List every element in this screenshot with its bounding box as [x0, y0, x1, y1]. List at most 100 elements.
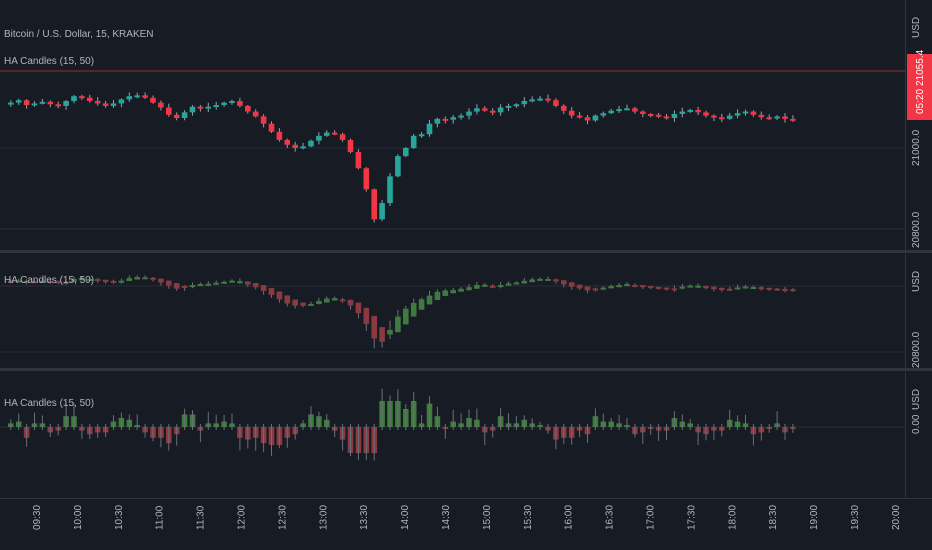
bear-candle: [482, 108, 488, 111]
bull-candle: [450, 117, 456, 120]
pane3-indicator-label[interactable]: HA Candles (15, 50): [4, 398, 94, 409]
pane-separator-2[interactable]: [0, 368, 932, 371]
last-price-value: 21055.4: [915, 49, 926, 86]
pane-separator-1[interactable]: [0, 250, 932, 253]
ha-bear-candle: [632, 285, 638, 288]
bear-candle: [371, 189, 377, 220]
ha-bull-candle: [742, 286, 749, 289]
ha-bear-candle: [371, 315, 377, 339]
ha-bull-candle: [142, 277, 148, 280]
bear-candle: [719, 117, 725, 120]
ha-bear-candle: [166, 280, 172, 286]
ha-bear-candle: [347, 299, 354, 306]
ha-bull-candle: [87, 278, 93, 281]
ha-bull-candle: [71, 278, 77, 282]
ha-bear-candle: [655, 286, 662, 289]
time-tick-label: 09:30: [32, 505, 43, 530]
pane1-indicator-label[interactable]: HA Candles (15, 50): [4, 56, 94, 67]
ha-bear-candle: [276, 291, 283, 300]
bear-candle: [260, 116, 267, 124]
ha-bear-candle: [726, 288, 733, 291]
bull-candle: [308, 140, 314, 147]
countdown-value: 05:20: [915, 89, 926, 114]
ha-bull-candle: [213, 282, 219, 285]
bear-candle: [55, 104, 61, 107]
bull-candle: [592, 115, 599, 121]
ha-bull-candle: [474, 284, 480, 289]
ha-bull-candle: [410, 302, 417, 317]
price-tick-20800: 20800.0: [911, 211, 922, 248]
time-tick-label: 18:30: [768, 505, 779, 530]
pane2-indicator-label[interactable]: HA Candles (15, 50): [4, 275, 94, 286]
ha-bull-candle: [237, 281, 243, 284]
bear-candle: [292, 144, 298, 148]
bull-candle: [221, 102, 227, 106]
ha-bear-candle: [268, 288, 275, 295]
time-tick-label: 12:00: [237, 505, 248, 530]
bear-candle: [568, 110, 575, 116]
ha-bear-candle: [766, 287, 772, 290]
bear-candle: [782, 116, 788, 119]
bull-candle: [521, 101, 528, 105]
bear-candle: [339, 134, 346, 140]
symbol-title[interactable]: Bitcoin / U.S. Dollar, 15, KRAKEN: [4, 29, 154, 40]
ha-bull-candle: [497, 285, 504, 288]
ha-bull-candle: [734, 287, 741, 290]
ha-bull-candle: [458, 288, 464, 292]
bull-candle: [774, 116, 780, 119]
bull-candle: [31, 103, 38, 106]
bear-candle: [750, 111, 757, 115]
ha-bear-candle: [181, 285, 188, 289]
ha-bear-candle: [711, 286, 717, 290]
bull-candle: [8, 102, 14, 105]
ha-bull-candle: [403, 308, 409, 325]
ha-bear-candle: [489, 285, 496, 288]
ha-bear-candle: [31, 281, 38, 284]
bear-candle: [632, 108, 638, 112]
time-tick-label: 12:30: [277, 505, 288, 530]
bull-candle: [616, 109, 622, 112]
ha-bear-candle: [23, 280, 30, 283]
ha-bull-candle: [679, 286, 686, 289]
ha-bull-candle: [134, 277, 140, 280]
bear-candle: [166, 107, 172, 115]
ha-bear-candle: [158, 278, 164, 283]
price-axis[interactable]: USD 21055.4 05:20 21000.0 20800.0 USD 20…: [907, 17, 932, 434]
ha-bear-candle: [640, 285, 646, 288]
ha-bull-candle: [308, 303, 314, 306]
ha-bear-candle: [553, 279, 559, 282]
price-axis-currency: USD: [911, 17, 922, 38]
time-axis-border: [0, 498, 932, 499]
ha-bull-candle: [434, 291, 441, 301]
bull-candle: [529, 99, 535, 102]
ha-bear-candle: [568, 282, 575, 287]
pane3-axis-tick: 0.00: [911, 414, 922, 434]
bull-candle: [205, 106, 212, 109]
time-tick-label: 17:30: [686, 505, 697, 530]
bear-candle: [158, 102, 164, 108]
bull-candle: [742, 111, 749, 114]
ha-bull-candle: [624, 284, 630, 287]
time-tick-label: 13:00: [318, 505, 329, 530]
ha-bull-candle: [126, 278, 133, 282]
bear-candle: [640, 111, 646, 114]
time-axis[interactable]: 09:30 10:00 10:30 11:00 11:30 12:00 12:30 13:00…: [32, 505, 932, 530]
ha-bull-candle: [442, 290, 449, 296]
ha-bear-candle: [782, 288, 788, 291]
bull-candle: [39, 101, 46, 104]
bull-candle: [324, 132, 330, 136]
bull-candle: [466, 111, 472, 116]
bull-candle: [229, 101, 235, 104]
ha-bull-candle: [118, 280, 125, 283]
bull-candle: [213, 105, 219, 108]
bear-candle: [576, 115, 583, 118]
ha-candles: [8, 275, 796, 349]
ha-bear-candle: [671, 288, 678, 291]
bull-candle: [15, 100, 22, 103]
time-tick-label: 13:30: [359, 505, 370, 530]
bear-candle: [363, 168, 370, 190]
bull-candle: [687, 109, 693, 112]
ha-bear-candle: [584, 286, 591, 291]
